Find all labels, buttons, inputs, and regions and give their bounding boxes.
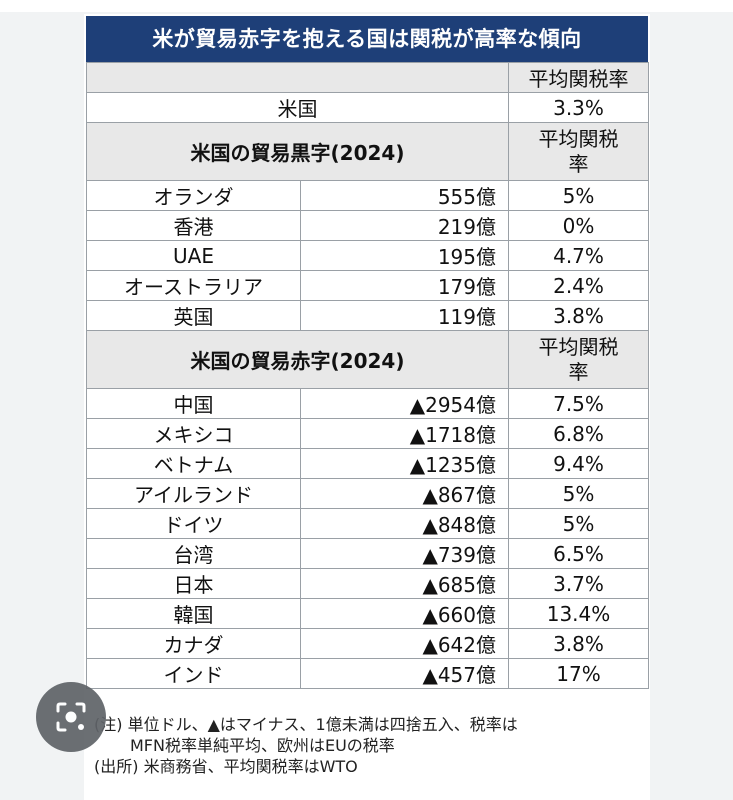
rate-cell: 0% [508,210,649,241]
us-row: 米国 3.3% [86,92,649,123]
table-row: メキシコ ▲1718億 6.8% [86,418,649,449]
value-cell: ▲660億 [300,598,509,629]
value-cell: 119億 [300,300,509,331]
table-row: 台湾 ▲739億 6.5% [86,538,649,569]
footnotes: (注) 単位ドル、▲はマイナス、1億未満は四捨五入、税率は MFN税率単純平均、… [94,714,644,777]
us-name: 米国 [86,92,509,123]
value-cell: ▲848億 [300,508,509,539]
value-cell: 555億 [300,180,509,211]
country-cell: インド [86,658,301,689]
rate-cell: 13.4% [508,598,649,629]
value-cell: ▲2954億 [300,388,509,419]
table-row: カナダ ▲642億 3.8% [86,628,649,659]
value-cell: 219億 [300,210,509,241]
header-rate-label: 平均関税率 [508,62,649,93]
country-cell: メキシコ [86,418,301,449]
deficit-rate-header-line1: 平均関税 [538,334,619,359]
country-cell: 韓国 [86,598,301,629]
table-title: 米が貿易赤字を抱える国は関税が高率な傾向 [86,16,648,62]
country-cell: 英国 [86,300,301,331]
table-row: 日本 ▲685億 3.7% [86,568,649,599]
tariff-table: 平均関税率 米国 3.3% 米国の貿易黒字(2024) 平均関税率 オランダ 55… [86,62,649,689]
us-rate: 3.3% [508,92,649,123]
table-row: 韓国 ▲660億 13.4% [86,598,649,629]
table-row: UAE 195億 4.7% [86,240,649,271]
rate-cell: 2.4% [508,270,649,301]
rate-cell: 3.7% [508,568,649,599]
table-row: アイルランド ▲867億 5% [86,478,649,509]
country-cell: ベトナム [86,448,301,479]
country-cell: 台湾 [86,538,301,569]
surplus-section-header: 米国の貿易黒字(2024) 平均関税率 [86,122,649,181]
table-row: 英国 119億 3.8% [86,300,649,331]
value-cell: ▲642億 [300,628,509,659]
value-cell: ▲867億 [300,478,509,509]
surplus-rate-header-line1: 平均関税 [538,126,619,151]
value-cell: 195億 [300,240,509,271]
header-blank-cell [86,62,509,93]
country-cell: アイルランド [86,478,301,509]
table-row: 中国 ▲2954億 7.5% [86,388,649,419]
surplus-rate-header-line2: 率 [568,151,589,176]
country-cell: カナダ [86,628,301,659]
country-cell: ドイツ [86,508,301,539]
deficit-section-header: 米国の貿易赤字(2024) 平均関税率 [86,330,649,389]
note-line-2: MFN税率単純平均、欧州はEUの税率 [130,736,395,755]
value-cell: ▲457億 [300,658,509,689]
value-cell: ▲1718億 [300,418,509,449]
value-cell: ▲685億 [300,568,509,599]
table-row: インド ▲457億 17% [86,658,649,689]
rate-cell: 5% [508,508,649,539]
rate-cell: 7.5% [508,388,649,419]
rate-cell: 5% [508,180,649,211]
table-row: ドイツ ▲848億 5% [86,508,649,539]
deficit-rate-header: 平均関税率 [508,330,649,389]
rate-cell: 3.8% [508,628,649,659]
value-cell: ▲739億 [300,538,509,569]
image-search-lens-icon[interactable] [36,682,106,752]
rate-cell: 5% [508,478,649,509]
rate-cell: 17% [508,658,649,689]
value-cell: 179億 [300,270,509,301]
country-cell: 香港 [86,210,301,241]
surplus-rate-header: 平均関税率 [508,122,649,181]
table-row: ベトナム ▲1235億 9.4% [86,448,649,479]
header-row: 平均関税率 [86,62,649,93]
table-row: オランダ 555億 5% [86,180,649,211]
rate-cell: 9.4% [508,448,649,479]
deficit-section-title: 米国の貿易赤字(2024) [86,330,509,389]
table-image-card: 米が貿易赤字を抱える国は関税が高率な傾向 平均関税率 米国 3.3% 米国の貿易… [84,14,650,800]
deficit-rate-header-line2: 率 [568,359,589,384]
rate-cell: 4.7% [508,240,649,271]
rate-cell: 6.8% [508,418,649,449]
country-cell: 日本 [86,568,301,599]
table-row: オーストラリア 179億 2.4% [86,270,649,301]
top-bar [0,0,733,12]
country-cell: オランダ [86,180,301,211]
country-cell: オーストラリア [86,270,301,301]
surplus-section-title: 米国の貿易黒字(2024) [86,122,509,181]
country-cell: UAE [86,240,301,271]
note-line-1: (注) 単位ドル、▲はマイナス、1億未満は四捨五入、税率は [94,715,518,734]
rate-cell: 3.8% [508,300,649,331]
value-cell: ▲1235億 [300,448,509,479]
source-line: (出所) 米商務省、平均関税率はWTO [94,757,358,776]
rate-cell: 6.5% [508,538,649,569]
country-cell: 中国 [86,388,301,419]
table-row: 香港 219億 0% [86,210,649,241]
lens-glyph [56,702,86,732]
